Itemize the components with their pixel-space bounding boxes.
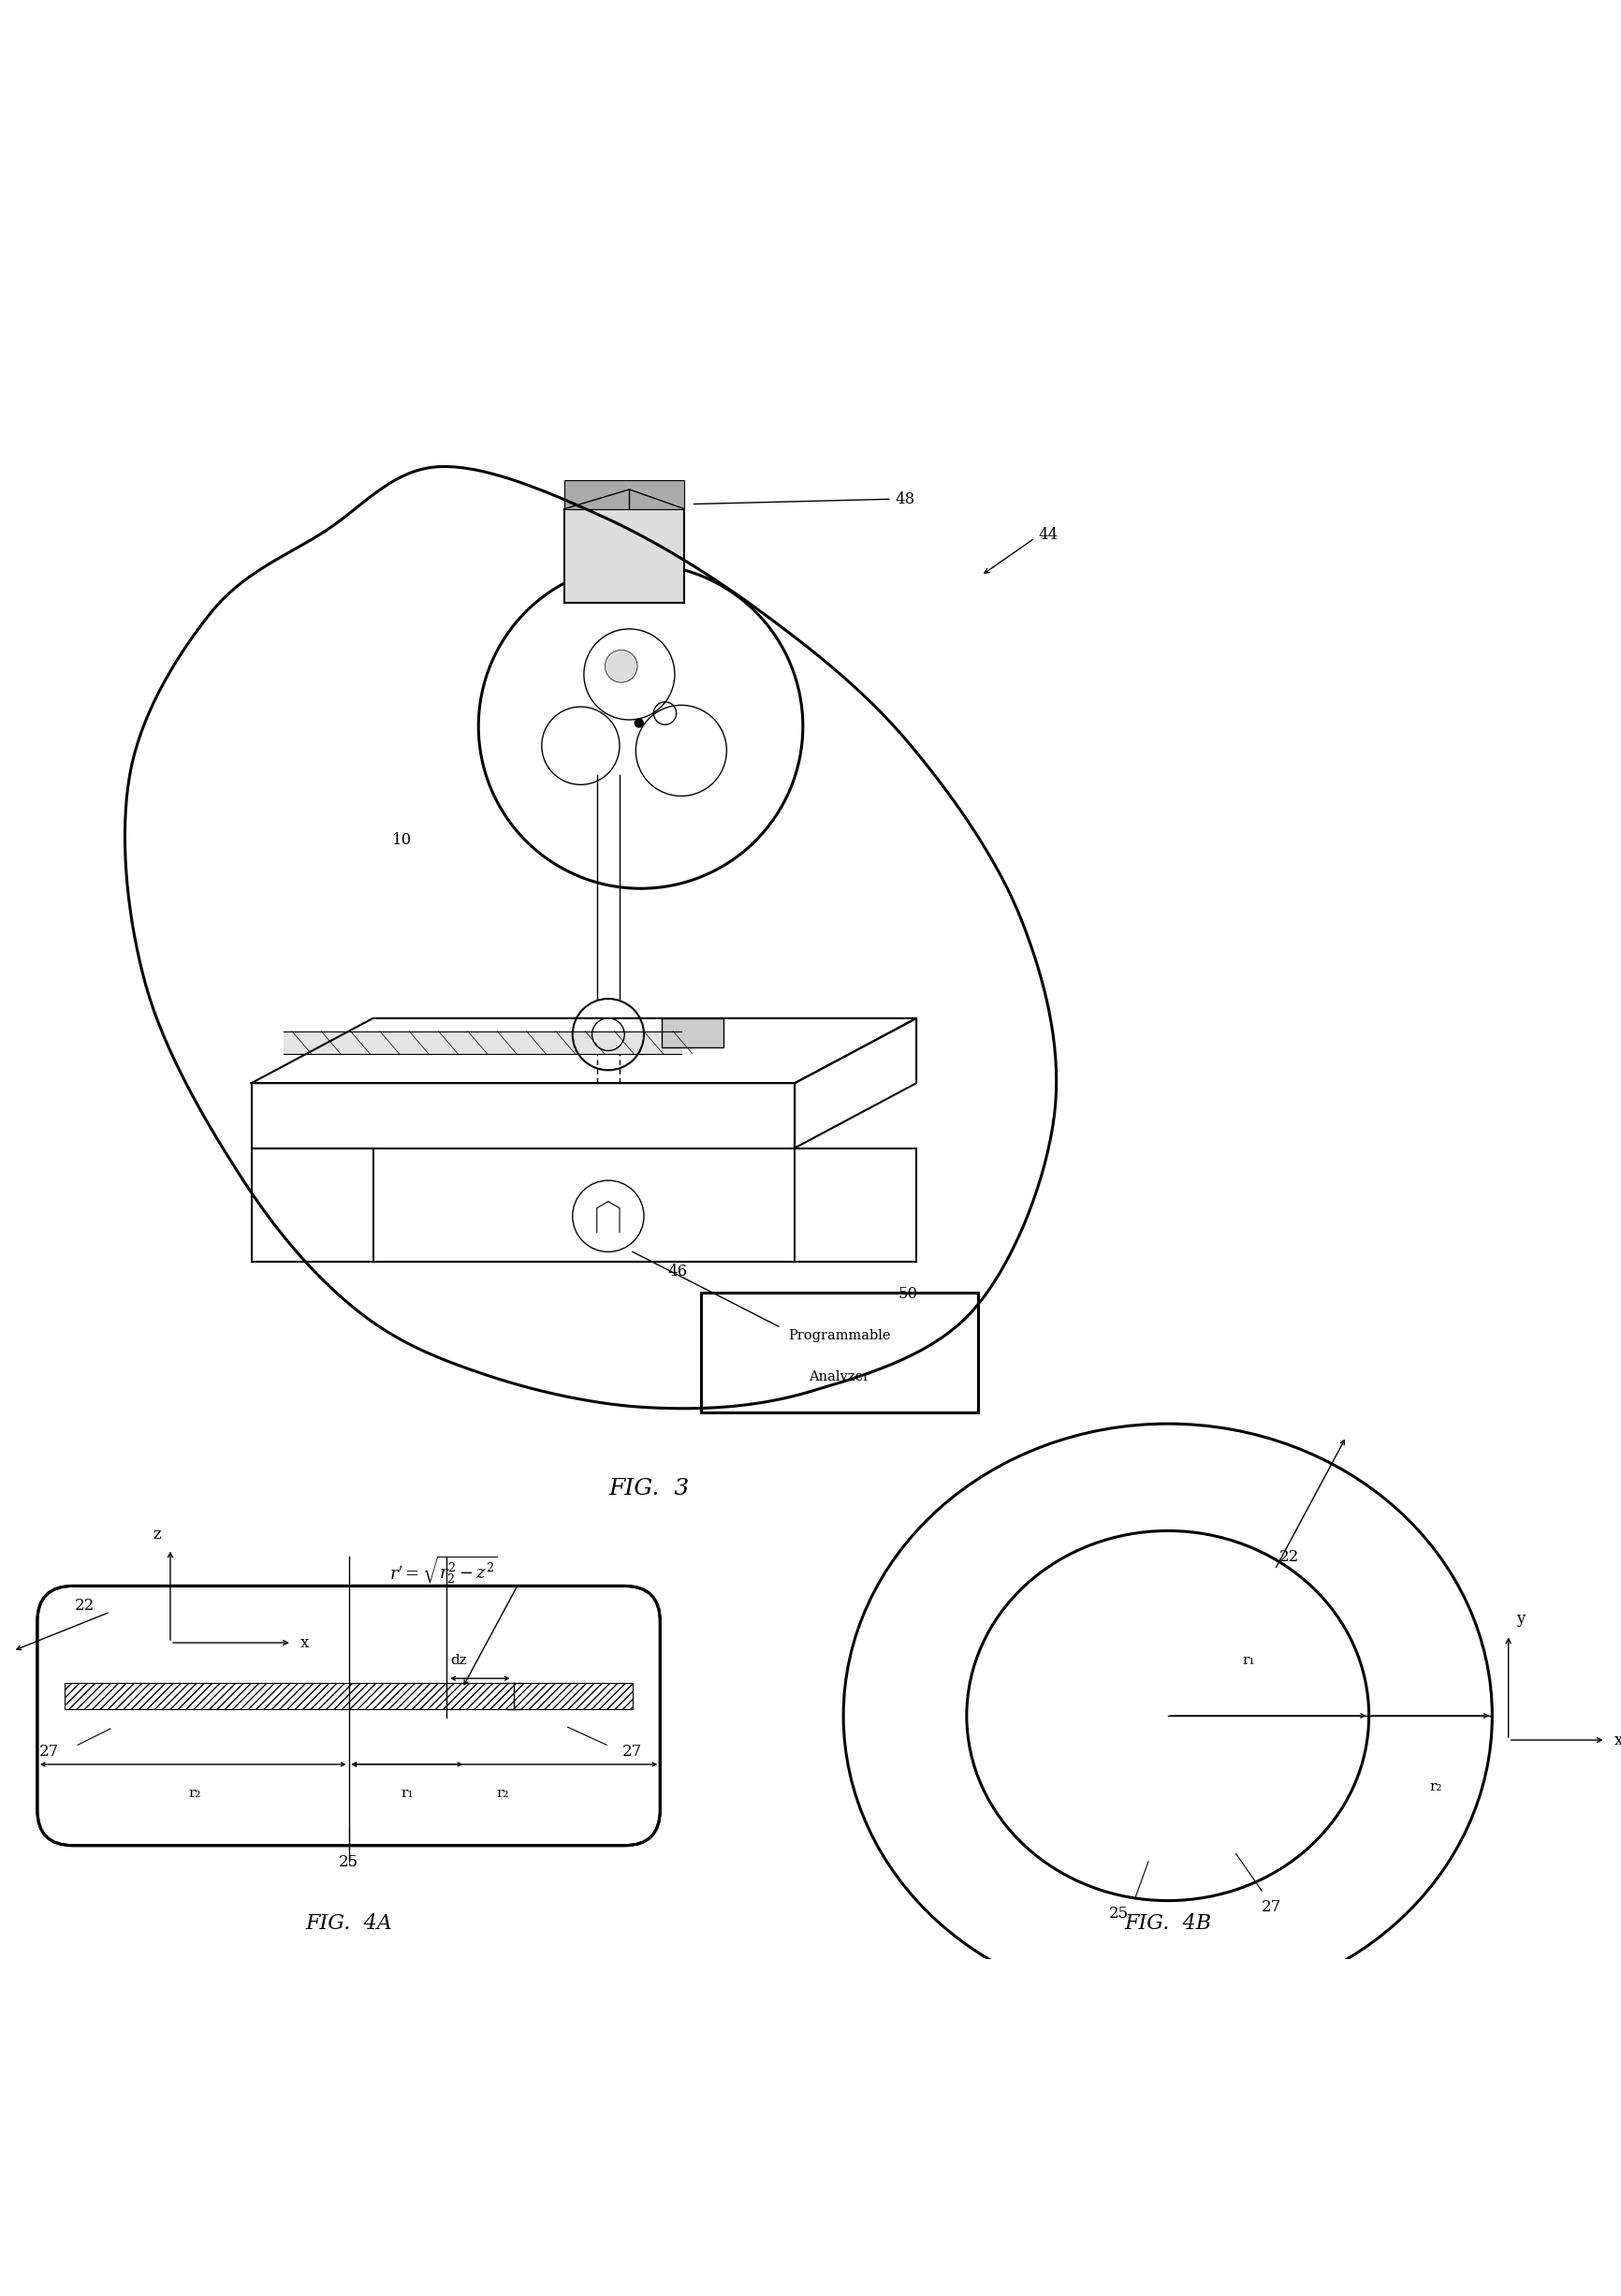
- Text: Programmable: Programmable: [788, 1329, 890, 1343]
- Text: 27: 27: [1261, 1899, 1281, 1915]
- Text: dz: dz: [451, 1653, 467, 1667]
- Text: FIG.  4A: FIG. 4A: [305, 1913, 392, 1933]
- Text: 25: 25: [339, 1853, 358, 1869]
- Text: FIG.  4B: FIG. 4B: [1123, 1913, 1211, 1933]
- Circle shape: [478, 565, 802, 889]
- FancyBboxPatch shape: [700, 1293, 977, 1412]
- Text: 22: 22: [1279, 1550, 1298, 1564]
- Circle shape: [541, 707, 619, 785]
- Text: r₁: r₁: [1242, 1653, 1255, 1667]
- Text: Analyzer: Analyzer: [809, 1371, 869, 1382]
- Text: 44: 44: [1037, 526, 1057, 542]
- Text: 48: 48: [895, 491, 914, 507]
- Text: FIG.  3: FIG. 3: [608, 1479, 689, 1499]
- FancyBboxPatch shape: [564, 480, 684, 510]
- Ellipse shape: [843, 1424, 1491, 2007]
- Circle shape: [605, 650, 637, 682]
- FancyBboxPatch shape: [564, 510, 684, 604]
- Ellipse shape: [966, 1531, 1368, 1901]
- Text: r₂: r₂: [496, 1786, 509, 1800]
- Text: r₂: r₂: [188, 1786, 201, 1800]
- Text: 25: 25: [1109, 1906, 1128, 1922]
- Text: 50: 50: [898, 1286, 917, 1302]
- Text: 22: 22: [75, 1598, 94, 1614]
- FancyBboxPatch shape: [661, 1017, 723, 1047]
- Circle shape: [584, 629, 674, 719]
- Circle shape: [572, 1180, 644, 1251]
- Text: $r'=\sqrt{r_2^2-z^2}$: $r'=\sqrt{r_2^2-z^2}$: [389, 1554, 498, 1587]
- Text: 27: 27: [39, 1743, 58, 1759]
- Circle shape: [634, 719, 644, 728]
- FancyBboxPatch shape: [37, 1587, 660, 1846]
- Text: 46: 46: [668, 1263, 687, 1279]
- Text: 27: 27: [622, 1743, 642, 1759]
- Circle shape: [635, 705, 726, 797]
- Text: y: y: [1516, 1609, 1524, 1626]
- Text: x: x: [1613, 1731, 1621, 1747]
- Polygon shape: [65, 1683, 632, 1708]
- Text: r₁: r₁: [400, 1786, 413, 1800]
- Text: r₂: r₂: [1428, 1782, 1441, 1793]
- Text: 10: 10: [392, 831, 412, 847]
- Text: z: z: [152, 1527, 162, 1543]
- Text: x: x: [300, 1635, 308, 1651]
